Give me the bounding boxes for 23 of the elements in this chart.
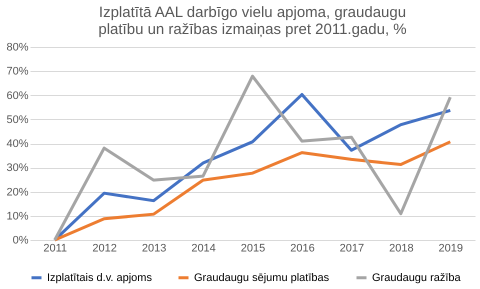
x-tick-label: 2019: [438, 242, 464, 254]
y-tick-label: 30%: [6, 162, 29, 174]
x-tick-label: 2016: [290, 242, 315, 254]
x-tick-label: 2017: [340, 242, 364, 254]
y-tick-label: 80%: [6, 42, 29, 54]
line-series: [53, 140, 452, 242]
legend-label: Izplatītais d.v. apjoms: [47, 272, 152, 284]
x-tick-label: 2011: [43, 242, 68, 254]
y-tick-label: 60%: [6, 90, 29, 102]
legend-label: Graudaugu sējumu platības: [194, 272, 330, 284]
chart-title: Izplatītā AAL darbīgo vielu apjoma, graudaugu platību un ražības izmaiņas pret 2011.gadu, %: [98, 4, 407, 38]
y-tick-label: 20%: [6, 186, 29, 198]
legend-label: Graudaugu ražība: [372, 272, 462, 284]
y-tick-label: 70%: [6, 66, 29, 78]
x-tick-label: 2013: [142, 242, 166, 254]
y-tick-label: 40%: [6, 138, 29, 150]
y-tick-label: 0%: [12, 234, 29, 246]
y-tick-label: 10%: [6, 210, 29, 222]
x-tick-label: 2014: [191, 242, 216, 254]
x-tick-label: 2012: [92, 242, 117, 254]
x-tick-label: 2018: [389, 242, 414, 254]
x-tick-label: 2015: [240, 242, 266, 254]
y-tick-label: 50%: [6, 114, 29, 126]
